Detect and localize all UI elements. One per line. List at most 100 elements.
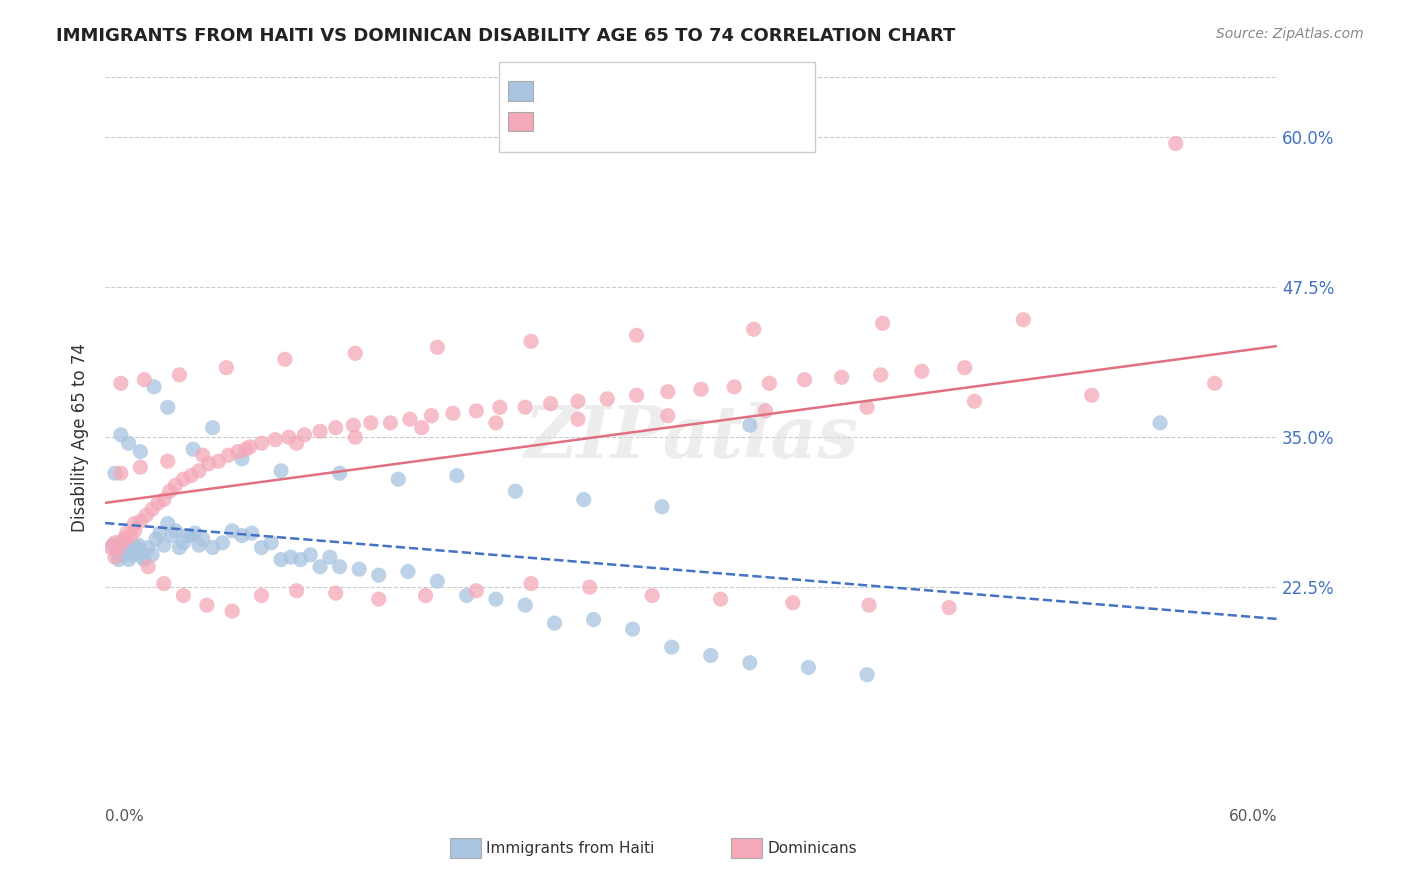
Dominicans bbox=[626, 388, 648, 402]
Immigrants from Haiti bbox=[700, 648, 723, 663]
Immigrants from Haiti bbox=[260, 535, 283, 549]
Dominicans bbox=[239, 440, 262, 454]
Immigrants from Haiti bbox=[387, 472, 409, 486]
Immigrants from Haiti bbox=[856, 667, 879, 681]
Dominicans bbox=[520, 576, 543, 591]
Dominicans bbox=[250, 436, 273, 450]
Dominicans bbox=[325, 420, 347, 434]
Immigrants from Haiti bbox=[661, 640, 683, 654]
Immigrants from Haiti bbox=[309, 559, 332, 574]
Immigrants from Haiti bbox=[221, 524, 243, 538]
Immigrants from Haiti bbox=[621, 622, 644, 636]
Dominicans bbox=[872, 316, 894, 330]
Dominicans bbox=[657, 384, 679, 399]
Dominicans bbox=[411, 420, 433, 434]
Immigrants from Haiti bbox=[347, 562, 370, 576]
Immigrants from Haiti bbox=[572, 492, 595, 507]
Immigrants from Haiti bbox=[250, 541, 273, 555]
Dominicans bbox=[856, 401, 879, 415]
Dominicans bbox=[141, 502, 163, 516]
Immigrants from Haiti bbox=[485, 592, 508, 607]
Dominicans bbox=[426, 340, 449, 354]
Dominicans bbox=[129, 460, 152, 475]
Immigrants from Haiti bbox=[211, 535, 233, 549]
Dominicans bbox=[488, 401, 510, 415]
Immigrants from Haiti bbox=[176, 528, 198, 542]
Dominicans bbox=[782, 596, 804, 610]
Dominicans bbox=[221, 604, 243, 618]
Dominicans bbox=[515, 401, 537, 415]
Immigrants from Haiti bbox=[191, 532, 214, 546]
Dominicans bbox=[415, 589, 437, 603]
Dominicans bbox=[115, 526, 138, 541]
Dominicans bbox=[657, 409, 679, 423]
Immigrants from Haiti bbox=[280, 550, 302, 565]
Immigrants from Haiti bbox=[240, 526, 263, 541]
Dominicans bbox=[180, 468, 202, 483]
Text: Dominicans: Dominicans bbox=[768, 841, 858, 855]
Dominicans bbox=[754, 404, 776, 418]
Immigrants from Haiti bbox=[329, 467, 352, 481]
Immigrants from Haiti bbox=[120, 541, 142, 555]
Dominicans bbox=[441, 406, 464, 420]
Dominicans bbox=[596, 392, 619, 406]
Dominicans bbox=[360, 416, 382, 430]
Immigrants from Haiti bbox=[231, 528, 253, 542]
Text: Source: ZipAtlas.com: Source: ZipAtlas.com bbox=[1216, 27, 1364, 41]
Dominicans bbox=[226, 444, 249, 458]
Immigrants from Haiti bbox=[651, 500, 673, 514]
Dominicans bbox=[207, 454, 229, 468]
Dominicans bbox=[104, 535, 127, 549]
Immigrants from Haiti bbox=[111, 538, 134, 552]
Immigrants from Haiti bbox=[118, 436, 141, 450]
Dominicans bbox=[723, 380, 745, 394]
Dominicans bbox=[294, 427, 316, 442]
Dominicans bbox=[342, 418, 364, 433]
Immigrants from Haiti bbox=[127, 538, 149, 552]
Dominicans bbox=[156, 454, 179, 468]
Text: IMMIGRANTS FROM HAITI VS DOMINICAN DISABILITY AGE 65 TO 74 CORRELATION CHART: IMMIGRANTS FROM HAITI VS DOMINICAN DISAB… bbox=[56, 27, 956, 45]
Immigrants from Haiti bbox=[738, 418, 761, 433]
Dominicans bbox=[124, 516, 146, 531]
Immigrants from Haiti bbox=[156, 516, 179, 531]
Immigrants from Haiti bbox=[118, 552, 141, 566]
Dominicans bbox=[911, 364, 934, 378]
Immigrants from Haiti bbox=[270, 464, 292, 478]
Dominicans bbox=[953, 360, 976, 375]
Dominicans bbox=[134, 373, 156, 387]
Immigrants from Haiti bbox=[136, 541, 159, 555]
Dominicans bbox=[250, 589, 273, 603]
Immigrants from Haiti bbox=[201, 420, 224, 434]
Immigrants from Haiti bbox=[169, 541, 191, 555]
Dominicans bbox=[567, 412, 589, 426]
Dominicans bbox=[114, 532, 136, 546]
Dominicans bbox=[235, 442, 257, 457]
Immigrants from Haiti bbox=[290, 552, 312, 566]
Immigrants from Haiti bbox=[319, 550, 342, 565]
Dominicans bbox=[217, 448, 239, 462]
Dominicans bbox=[938, 600, 960, 615]
Immigrants from Haiti bbox=[108, 552, 131, 566]
Immigrants from Haiti bbox=[165, 524, 187, 538]
Dominicans bbox=[963, 394, 986, 409]
Dominicans bbox=[135, 508, 157, 523]
Immigrants from Haiti bbox=[456, 589, 478, 603]
Dominicans bbox=[465, 404, 488, 418]
Dominicans bbox=[197, 457, 219, 471]
Dominicans bbox=[344, 430, 367, 444]
Immigrants from Haiti bbox=[115, 547, 138, 561]
Dominicans bbox=[153, 492, 176, 507]
Dominicans bbox=[367, 592, 389, 607]
Immigrants from Haiti bbox=[156, 401, 179, 415]
Dominicans bbox=[690, 382, 713, 396]
Dominicans bbox=[129, 514, 152, 528]
Dominicans bbox=[325, 586, 347, 600]
Immigrants from Haiti bbox=[543, 616, 565, 631]
Dominicans bbox=[136, 559, 159, 574]
Dominicans bbox=[758, 376, 780, 391]
Dominicans bbox=[264, 433, 287, 447]
Text: R = -0.083   N= 78: R = -0.083 N= 78 bbox=[517, 85, 682, 99]
Dominicans bbox=[399, 412, 422, 426]
Y-axis label: Disability Age 65 to 74: Disability Age 65 to 74 bbox=[72, 343, 89, 532]
Dominicans bbox=[110, 376, 132, 391]
